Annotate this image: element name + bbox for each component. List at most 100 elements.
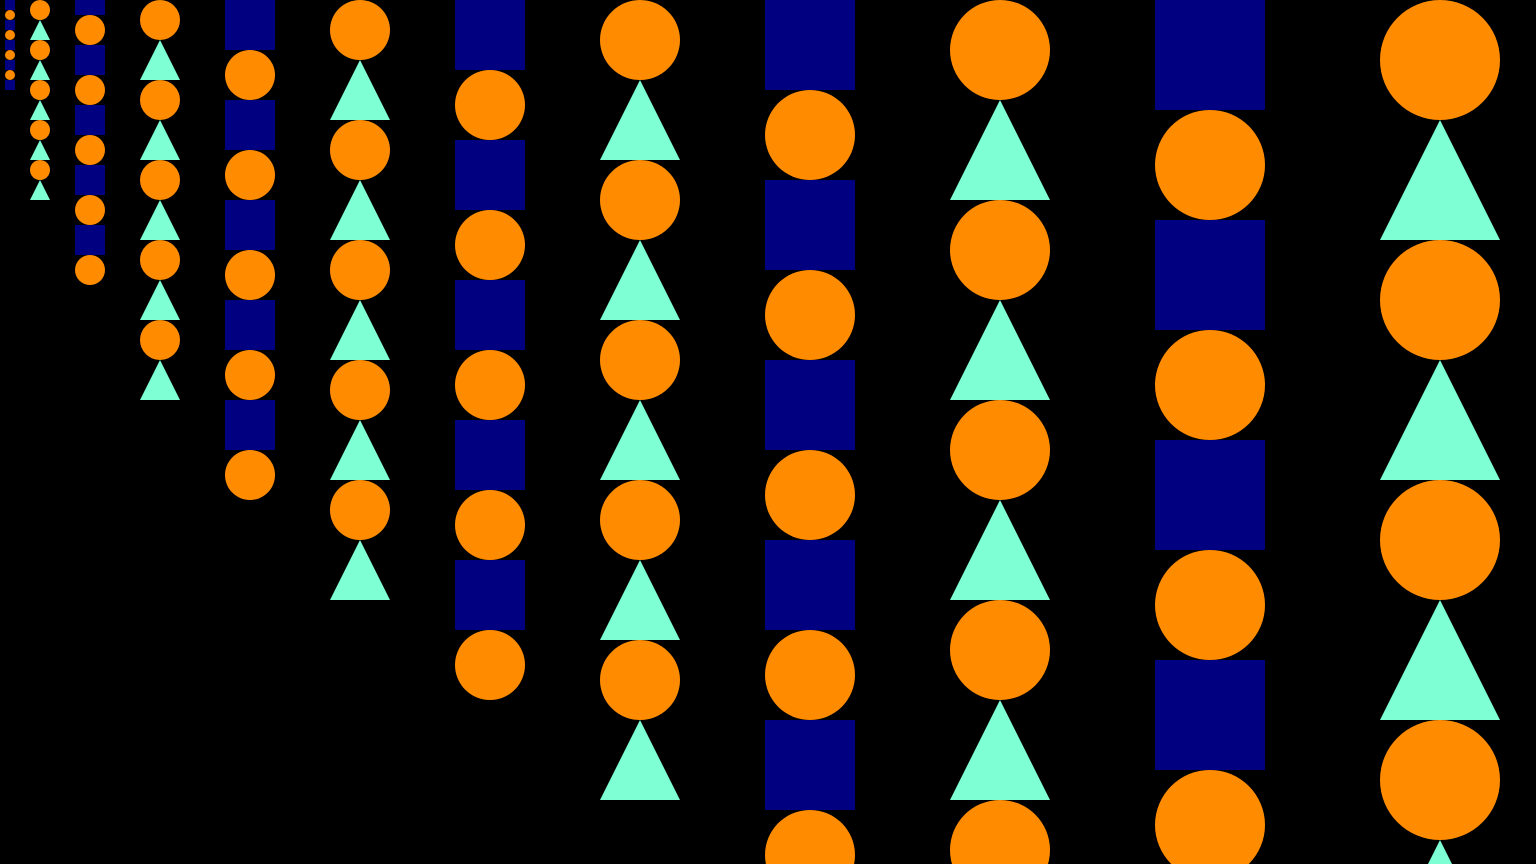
orange-circle (330, 480, 390, 540)
orange-circle (75, 75, 105, 105)
navy-square (765, 360, 855, 450)
navy-square (455, 0, 525, 70)
orange-circle (5, 70, 15, 80)
orange-circle (765, 270, 855, 360)
shape-column-8 (600, 0, 680, 800)
orange-circle (600, 480, 680, 560)
orange-circle (5, 30, 15, 40)
orange-circle (1380, 0, 1500, 120)
navy-square (225, 200, 275, 250)
navy-square (5, 80, 15, 90)
shape-column-10 (950, 0, 1050, 864)
orange-circle (1380, 240, 1500, 360)
navy-square (225, 100, 275, 150)
orange-circle (30, 80, 50, 100)
orange-circle (600, 320, 680, 400)
navy-square (5, 60, 15, 70)
aquamarine-triangle (330, 420, 390, 480)
aquamarine-triangle (950, 700, 1050, 800)
orange-circle (765, 90, 855, 180)
orange-circle (1155, 550, 1265, 660)
aquamarine-triangle (1380, 360, 1500, 480)
navy-square (5, 20, 15, 30)
aquamarine-triangle (30, 180, 50, 200)
shape-column-2 (30, 0, 50, 200)
orange-circle (225, 150, 275, 200)
orange-circle (455, 490, 525, 560)
navy-square (765, 0, 855, 90)
shape-column-1 (5, 0, 15, 90)
orange-circle (75, 195, 105, 225)
shape-column-7 (455, 0, 525, 700)
orange-circle (950, 200, 1050, 300)
orange-circle (455, 70, 525, 140)
orange-circle (600, 0, 680, 80)
orange-circle (225, 450, 275, 500)
orange-circle (1380, 720, 1500, 840)
navy-square (765, 180, 855, 270)
navy-square (225, 400, 275, 450)
navy-square (75, 45, 105, 75)
aquamarine-triangle (330, 180, 390, 240)
orange-circle (75, 255, 105, 285)
navy-square (5, 0, 15, 10)
aquamarine-triangle (950, 300, 1050, 400)
aquamarine-triangle (330, 60, 390, 120)
aquamarine-triangle (950, 500, 1050, 600)
orange-circle (600, 160, 680, 240)
orange-circle (225, 50, 275, 100)
shape-column-4 (140, 0, 180, 400)
aquamarine-triangle (140, 40, 180, 80)
orange-circle (455, 210, 525, 280)
orange-circle (950, 600, 1050, 700)
shape-column-9 (765, 0, 855, 864)
aquamarine-triangle (600, 400, 680, 480)
orange-circle (330, 0, 390, 60)
aquamarine-triangle (140, 280, 180, 320)
orange-circle (5, 50, 15, 60)
navy-square (225, 0, 275, 50)
orange-circle (600, 640, 680, 720)
orange-circle (1155, 110, 1265, 220)
orange-circle (140, 0, 180, 40)
orange-circle (330, 240, 390, 300)
aquamarine-triangle (30, 100, 50, 120)
aquamarine-triangle (330, 540, 390, 600)
orange-circle (330, 360, 390, 420)
orange-circle (765, 810, 855, 864)
orange-circle (1155, 330, 1265, 440)
orange-circle (455, 350, 525, 420)
aquamarine-triangle (1380, 600, 1500, 720)
aquamarine-triangle (950, 100, 1050, 200)
navy-square (455, 560, 525, 630)
navy-square (1155, 440, 1265, 550)
aquamarine-triangle (330, 300, 390, 360)
orange-circle (140, 160, 180, 200)
aquamarine-triangle (600, 80, 680, 160)
navy-square (75, 0, 105, 15)
navy-square (75, 165, 105, 195)
aquamarine-triangle (600, 240, 680, 320)
orange-circle (950, 400, 1050, 500)
orange-circle (5, 10, 15, 20)
orange-circle (140, 80, 180, 120)
shape-column-11 (1155, 0, 1265, 864)
orange-circle (765, 450, 855, 540)
orange-circle (140, 320, 180, 360)
orange-circle (75, 135, 105, 165)
navy-square (1155, 660, 1265, 770)
navy-square (75, 105, 105, 135)
shape-column-5 (225, 0, 275, 500)
navy-square (765, 540, 855, 630)
orange-circle (455, 630, 525, 700)
aquamarine-triangle (30, 60, 50, 80)
aquamarine-triangle (140, 360, 180, 400)
shape-column-6 (330, 0, 390, 600)
aquamarine-triangle (30, 140, 50, 160)
aquamarine-triangle (600, 560, 680, 640)
orange-circle (30, 40, 50, 60)
navy-square (765, 720, 855, 810)
orange-circle (330, 120, 390, 180)
navy-square (455, 140, 525, 210)
